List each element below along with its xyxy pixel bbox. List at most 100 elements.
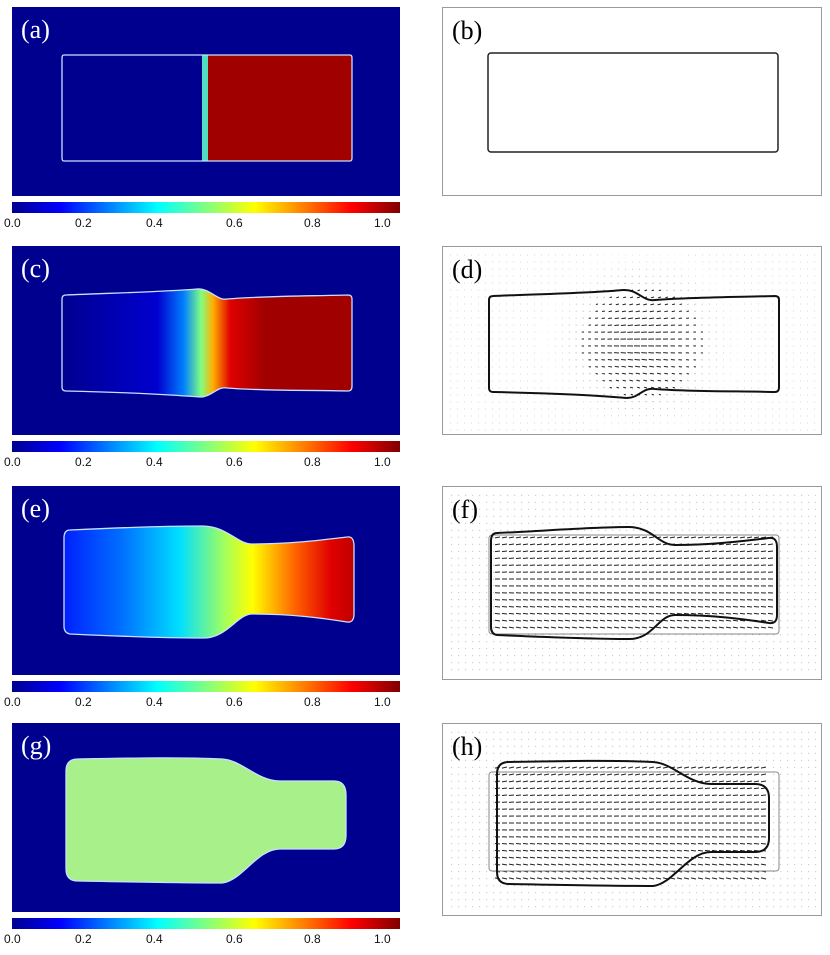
velocity-arrow [800, 508, 803, 510]
velocity-arrow [711, 536, 718, 539]
velocity-arrow [464, 815, 467, 817]
velocity-arrow [618, 669, 621, 671]
velocity-arrow [585, 626, 592, 629]
velocity-arrow [597, 752, 600, 754]
velocity-arrow [711, 619, 718, 622]
velocity-arrow [536, 787, 543, 790]
velocity-arrow [814, 578, 817, 580]
velocity-arrow [457, 669, 460, 671]
velocity-arrow [450, 662, 453, 664]
velocity-arrow [639, 738, 642, 740]
velocity-arrow [623, 386, 627, 389]
velocity-arrow [557, 536, 564, 539]
velocity-arrow [786, 906, 789, 908]
velocity-arrow [471, 564, 474, 566]
velocity-arrow [536, 849, 543, 852]
velocity-arrow [772, 808, 775, 810]
velocity-arrow [615, 379, 620, 382]
velocity-arrow [485, 836, 488, 838]
velocity-arrow [522, 787, 529, 790]
velocity-arrow [617, 282, 620, 284]
velocity-arrow [702, 731, 705, 733]
velocity-arrow [557, 849, 564, 852]
velocity-arrow [450, 627, 453, 629]
velocity-arrow [450, 494, 453, 496]
velocity-arrow [611, 648, 614, 650]
velocity-arrow [702, 899, 705, 901]
velocity-arrow [534, 508, 537, 510]
velocity-arrow [690, 794, 697, 797]
velocity-arrow [646, 655, 649, 657]
velocity-arrow [688, 494, 691, 496]
velocity-arrow [536, 612, 543, 615]
velocity-arrow [555, 662, 558, 664]
velocity-arrow [739, 849, 746, 852]
velocity-arrow [499, 641, 502, 643]
velocity-arrow [662, 626, 669, 629]
velocity-arrow [450, 599, 453, 601]
velocity-arrow [597, 906, 600, 908]
velocity-arrow [688, 906, 691, 908]
velocity-arrow [576, 899, 579, 901]
velocity-arrow [576, 648, 579, 650]
velocity-arrow [562, 494, 565, 496]
velocity-field-h [450, 731, 817, 908]
velocity-arrow [485, 787, 488, 789]
velocity-arrow [478, 752, 481, 754]
velocity-arrow [690, 612, 697, 615]
velocity-arrow [450, 892, 453, 894]
velocity-arrow [779, 787, 782, 789]
velocity-arrow [646, 508, 649, 510]
velocity-arrow [779, 557, 782, 559]
velocity-arrow [688, 501, 691, 503]
velocity-arrow [621, 365, 627, 368]
velocity-arrow [786, 606, 789, 608]
velocity-arrow [646, 529, 649, 531]
velocity-arrow [779, 515, 782, 517]
velocity-arrow [739, 550, 746, 553]
panel-label-g: (g) [21, 731, 52, 760]
velocity-arrow [772, 745, 775, 747]
colorbar-e [12, 681, 400, 692]
velocity-arrow [543, 877, 550, 880]
drop-shape-g [65, 757, 347, 884]
velocity-arrow [620, 626, 627, 629]
velocity-arrow [585, 543, 592, 546]
velocity-arrow [786, 857, 789, 859]
velocity-arrow [683, 849, 690, 852]
velocity-arrow [555, 906, 558, 908]
velocity-arrow [786, 801, 789, 803]
velocity-arrow [730, 508, 733, 510]
velocity-arrow [653, 515, 656, 517]
initial-outline [488, 534, 780, 635]
velocity-arrow [478, 829, 481, 831]
velocity-arrow [611, 522, 614, 524]
velocity-arrow [499, 501, 502, 503]
velocity-arrow [751, 494, 754, 496]
velocity-arrow [800, 878, 803, 880]
velocity-arrow [702, 738, 705, 740]
velocity-arrow [471, 508, 474, 510]
velocity-arrow [583, 515, 586, 517]
velocity-arrow [695, 669, 698, 671]
velocity-arrow [716, 648, 719, 650]
velocity-arrow [450, 522, 453, 524]
velocity-arrow [557, 606, 564, 608]
velocity-arrow [679, 379, 683, 382]
velocity-arrow [464, 585, 467, 587]
velocity-arrow [793, 801, 796, 803]
velocity-arrow [760, 773, 767, 776]
velocity-arrow [562, 522, 565, 524]
velocity-arrow [457, 773, 460, 775]
velocity-arrow [576, 738, 579, 740]
velocity-arrow [628, 372, 634, 375]
velocity-arrow [666, 401, 669, 403]
velocity-arrow [800, 564, 803, 566]
velocity-arrow [814, 620, 817, 622]
velocity-arrow [478, 599, 481, 601]
velocity-arrow [499, 752, 502, 754]
velocity-arrow [501, 550, 508, 553]
velocity-arrow [478, 836, 481, 838]
velocity-arrow [513, 752, 516, 754]
velocity-arrow [793, 564, 796, 566]
